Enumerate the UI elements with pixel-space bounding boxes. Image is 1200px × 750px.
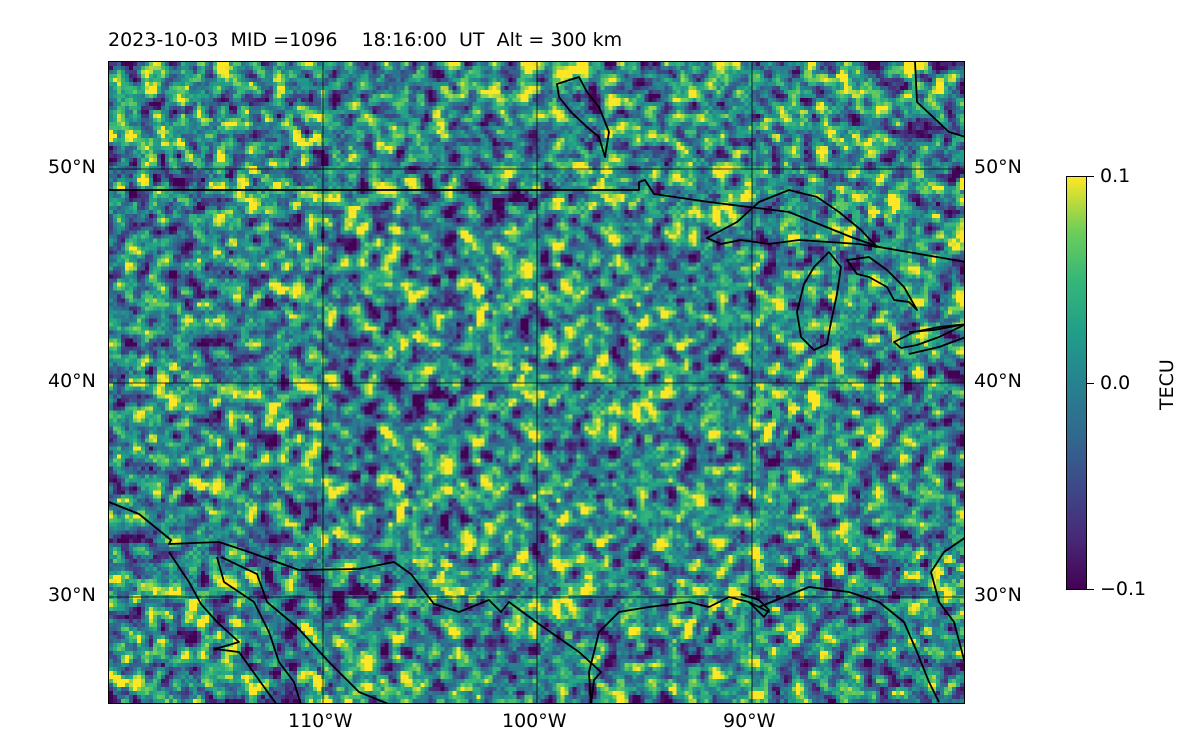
- lake-ontario: [908, 323, 964, 333]
- colorbar: [1066, 176, 1087, 590]
- lat-label-50-left: 50°N: [48, 156, 96, 178]
- lon-label-110: 110°W: [288, 710, 353, 732]
- lat-label-30-right: 30°N: [974, 584, 1022, 606]
- ontario-shore: [908, 336, 964, 355]
- mexico-border: [109, 501, 602, 703]
- colorbar-label-max: 0.1: [1100, 165, 1131, 187]
- colorbar-tick-zero: [1087, 383, 1094, 385]
- baja-peninsula: [168, 551, 277, 703]
- east-coast: [914, 62, 964, 138]
- lat-label-50-right: 50°N: [974, 156, 1022, 178]
- lake-nipigon: [556, 76, 610, 158]
- map-title: 2023-10-03 MID =1096 18:16:00 UT Alt = 3…: [108, 29, 623, 51]
- colorbar-tick-min: [1087, 589, 1094, 591]
- lake-michigan: [796, 251, 842, 351]
- sonora-coast: [220, 556, 389, 703]
- florida-coast: [930, 537, 964, 663]
- lon-label-90: 90°W: [723, 710, 776, 732]
- colorbar-tick-max: [1087, 176, 1094, 178]
- lake-huron: [846, 256, 918, 311]
- graticule: [109, 62, 964, 703]
- gulf-of-california: [216, 556, 302, 703]
- colorbar-unit-label: TECU: [1156, 359, 1178, 410]
- gulf-coast: [588, 586, 940, 703]
- colorbar-label-min: −0.1: [1100, 578, 1147, 600]
- lon-label-100: 100°W: [502, 710, 567, 732]
- coastlines: [109, 62, 964, 703]
- lat-label-40-right: 40°N: [974, 370, 1022, 392]
- tec-map: [108, 61, 965, 704]
- lat-label-30-left: 30°N: [48, 584, 96, 606]
- lake-erie: [893, 323, 964, 349]
- lake-superior: [706, 189, 878, 248]
- colorbar-label-zero: 0.0: [1100, 372, 1131, 394]
- louisiana-delta: [740, 593, 770, 618]
- map-overlay: [109, 62, 964, 703]
- us-canada-border: [109, 179, 964, 263]
- lat-label-40-left: 40°N: [48, 370, 96, 392]
